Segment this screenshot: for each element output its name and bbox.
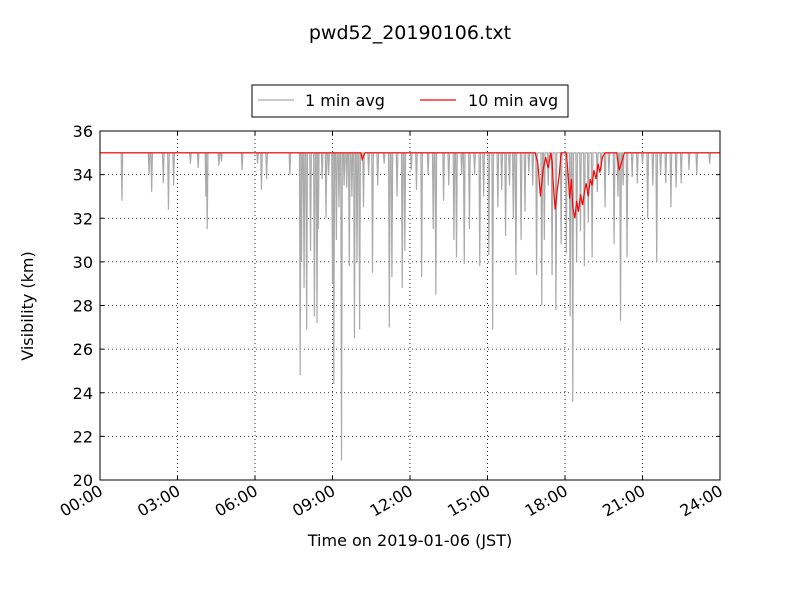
legend: 1 min avg 10 min avg — [251, 84, 569, 118]
y-tick-label: 36 — [73, 122, 93, 141]
legend-box — [251, 84, 569, 118]
grid-lines — [100, 131, 720, 480]
y-tick-label: 22 — [73, 427, 93, 446]
legend-1-min-avg-label: 1 min avg — [305, 91, 385, 110]
y-axis-ticks: 20 22 24 26 28 30 32 34 36 — [73, 122, 720, 490]
x-axis-label: Time on 2019-01-06 (JST) — [307, 531, 512, 550]
y-tick-label: 34 — [73, 166, 93, 185]
y-axis-label: Visibility (km) — [18, 251, 37, 360]
chart-title: pwd52_20190106.txt — [309, 22, 511, 44]
legend-10-min-avg-label: 10 min avg — [468, 91, 558, 110]
y-tick-label: 32 — [73, 209, 93, 228]
series-10-min-avg — [100, 152, 720, 219]
y-tick-label: 20 — [73, 471, 93, 490]
y-tick-label: 26 — [73, 340, 93, 359]
y-tick-label: 30 — [73, 253, 93, 272]
series-10-min-avg-line — [100, 152, 720, 219]
y-tick-label: 28 — [73, 297, 93, 316]
y-tick-label: 24 — [73, 384, 93, 403]
